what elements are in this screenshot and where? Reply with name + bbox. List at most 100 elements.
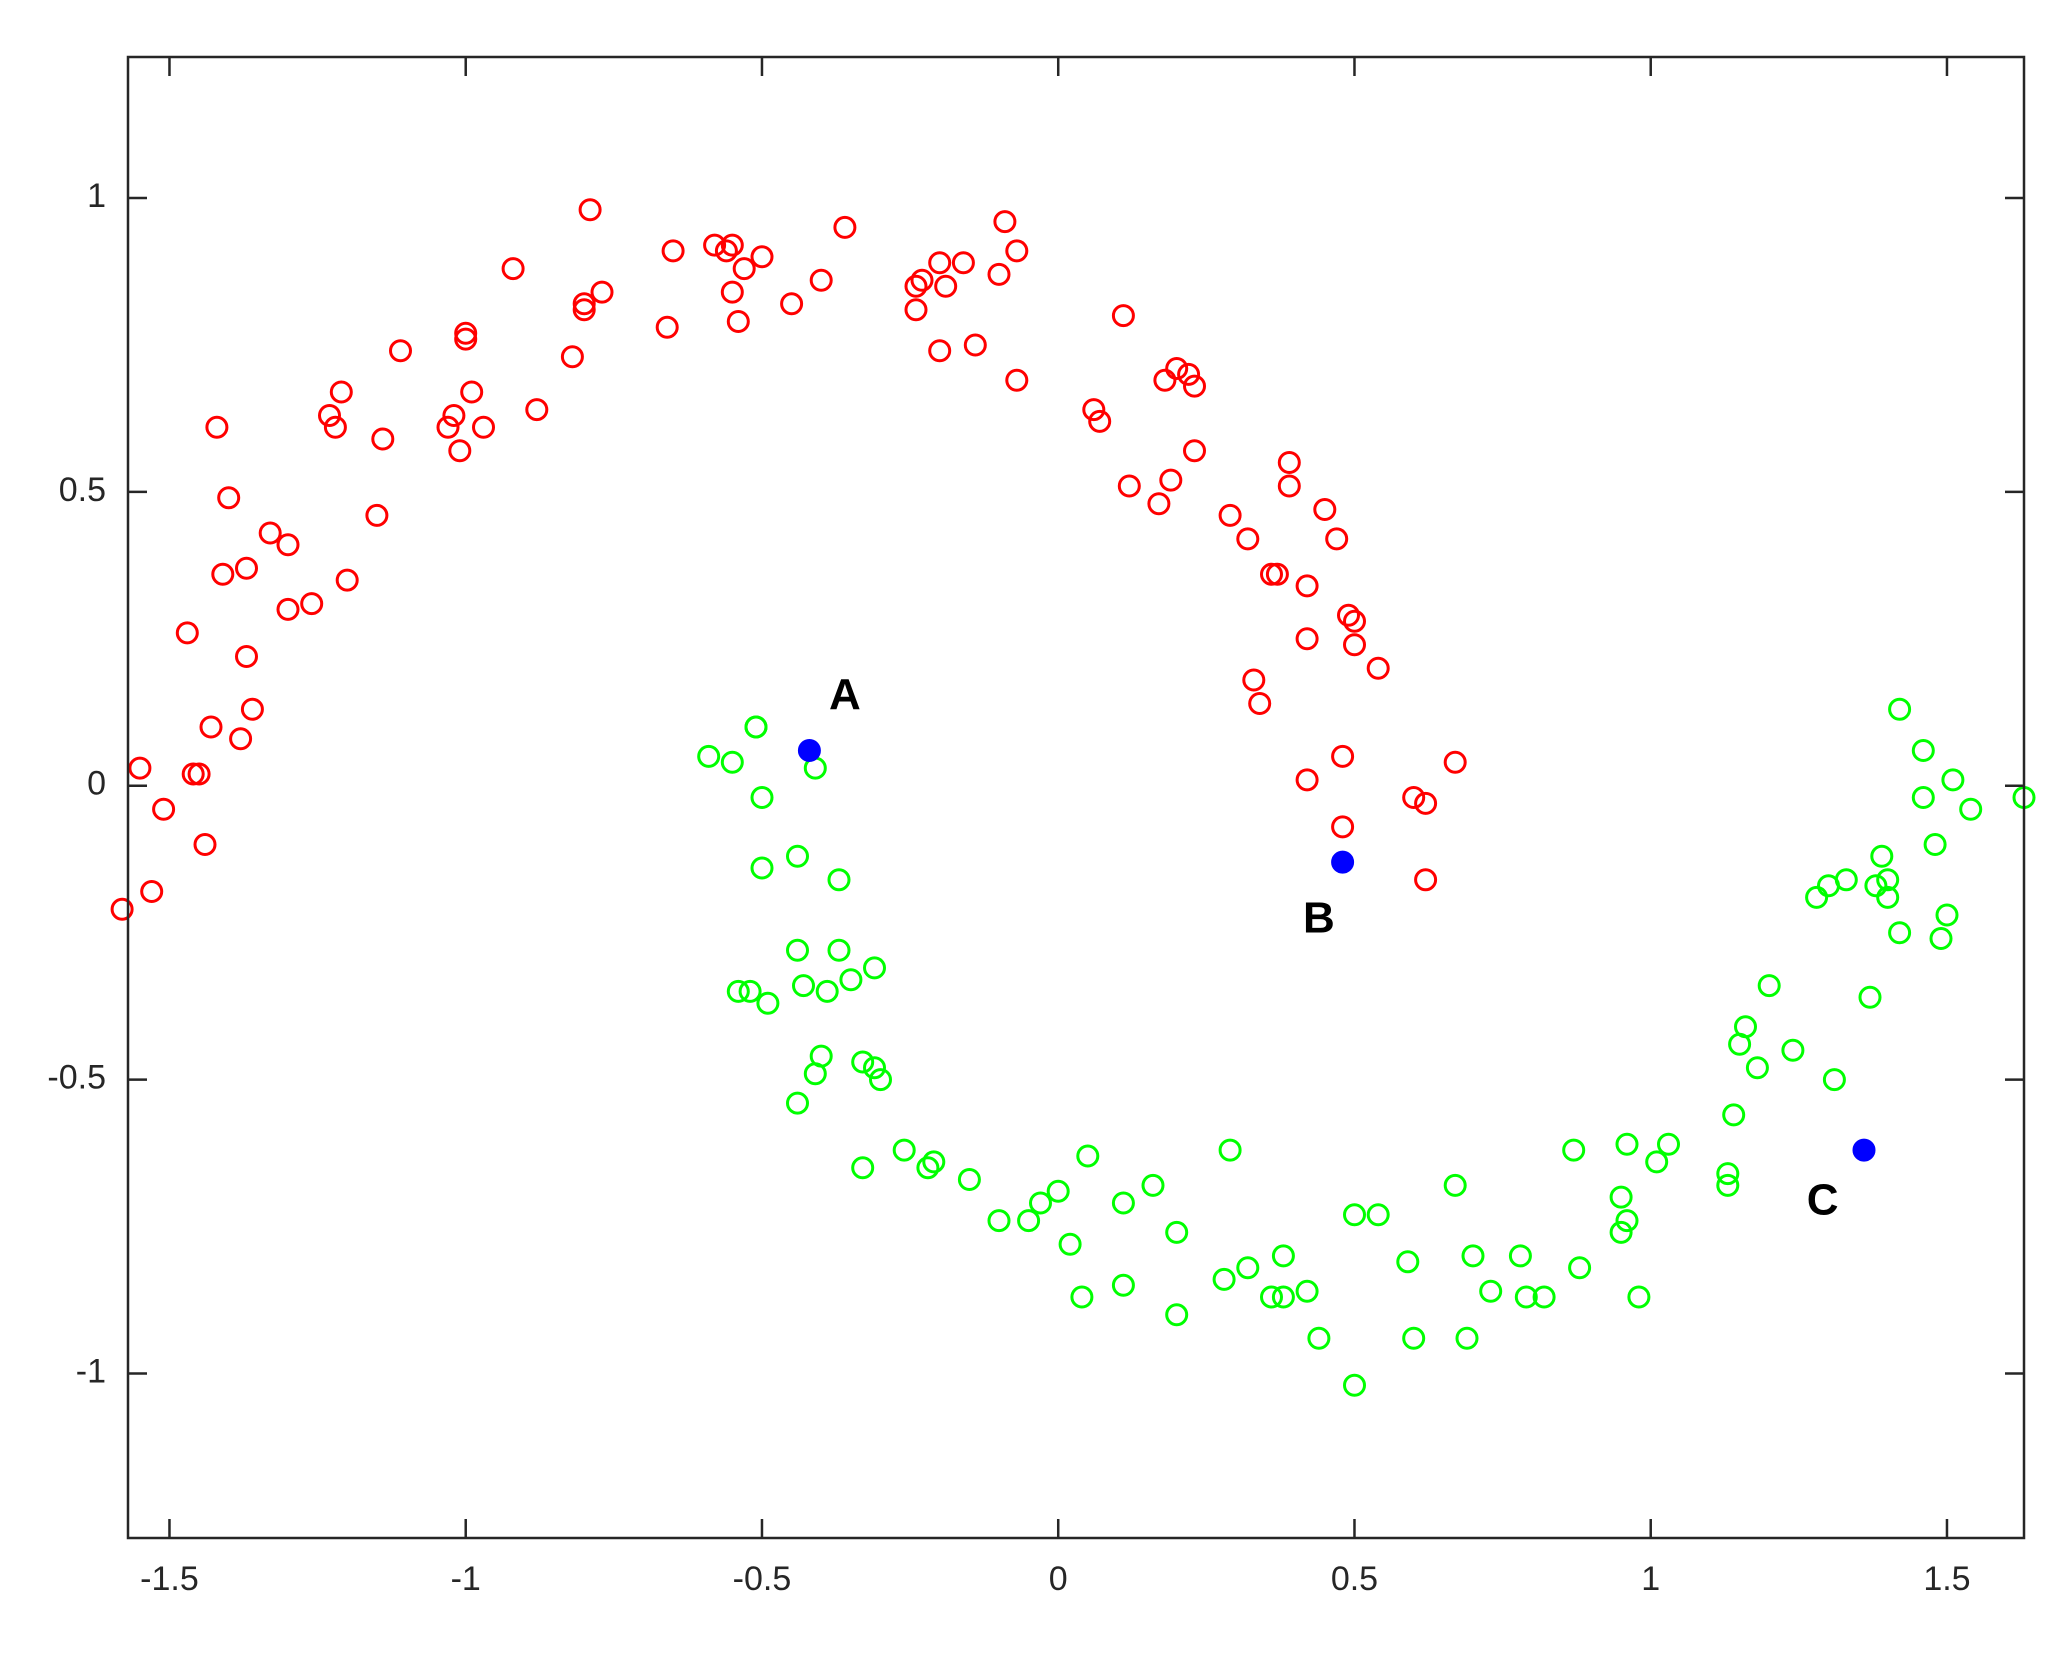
data-point <box>809 1044 833 1068</box>
data-point <box>389 339 412 363</box>
data-point <box>1183 374 1206 398</box>
data-point <box>661 239 685 263</box>
data-point <box>1366 1203 1390 1227</box>
data-point <box>714 239 738 263</box>
data-point <box>1627 1285 1651 1309</box>
data-point <box>1029 1191 1052 1215</box>
data-point <box>697 744 721 768</box>
data-point <box>815 979 839 1003</box>
data-point <box>1165 357 1189 380</box>
data-point <box>1260 1285 1283 1309</box>
x-tick-label: 1.5 <box>1923 1560 1970 1598</box>
data-points <box>110 198 2036 1397</box>
data-point <box>128 756 152 780</box>
data-point <box>235 645 258 668</box>
data-point <box>827 938 851 962</box>
data-point <box>1929 927 1953 950</box>
data-point <box>1082 398 1106 422</box>
data-point <box>1271 1244 1295 1268</box>
data-point <box>916 1156 940 1180</box>
data-point <box>442 404 466 427</box>
data-point <box>1212 1267 1236 1291</box>
data-point <box>1615 1132 1639 1156</box>
point-label-c: C <box>1807 1176 1839 1225</box>
data-point <box>1088 409 1112 433</box>
data-point <box>472 415 495 439</box>
y-tick-label: -1 <box>76 1352 106 1390</box>
x-tick-label: 1 <box>1641 1560 1660 1598</box>
data-point <box>1443 1173 1467 1197</box>
data-point <box>1822 1068 1846 1092</box>
series-0 <box>110 198 1467 921</box>
data-point <box>786 938 809 962</box>
data-point <box>1609 1220 1633 1244</box>
data-point <box>1870 844 1894 868</box>
data-point <box>300 592 324 616</box>
data-point <box>590 280 614 304</box>
data-point <box>1455 1326 1479 1350</box>
data-point <box>454 327 478 351</box>
data-point <box>1046 1179 1070 1203</box>
data-point <box>809 268 833 292</box>
data-point <box>1716 1173 1740 1197</box>
data-point <box>928 251 952 275</box>
data-point <box>1236 1256 1260 1280</box>
data-point <box>152 797 176 821</box>
data-point <box>1716 1162 1740 1186</box>
data-point <box>1402 786 1426 809</box>
data-point <box>732 257 756 281</box>
data-point <box>1277 451 1301 474</box>
data-point <box>738 979 762 1003</box>
data-point <box>892 1138 916 1162</box>
y-tick-label: -0.5 <box>47 1059 106 1097</box>
data-point <box>110 897 134 921</box>
data-point <box>1532 1285 1556 1309</box>
data-point <box>851 1050 875 1074</box>
data-point <box>1070 1285 1094 1309</box>
data-point <box>454 321 478 345</box>
data-point <box>833 215 857 239</box>
data-point <box>1017 1209 1041 1233</box>
data-point <box>1479 1279 1503 1303</box>
data-point <box>1414 868 1438 892</box>
data-point <box>928 339 952 363</box>
data-point <box>1888 921 1912 945</box>
data-point <box>1781 1038 1805 1062</box>
data-point <box>1734 1015 1757 1039</box>
data-point <box>572 292 596 316</box>
data-point <box>1461 1244 1485 1268</box>
highlight-point <box>1331 850 1355 874</box>
data-point <box>572 298 596 322</box>
data-point <box>1888 697 1912 721</box>
data-point <box>720 750 744 774</box>
data-point <box>1443 750 1467 774</box>
data-point <box>792 974 815 998</box>
x-tick-label: -1.5 <box>140 1560 199 1598</box>
data-point <box>750 245 774 269</box>
data-point <box>839 968 863 992</box>
data-point <box>578 198 602 222</box>
data-point <box>205 415 229 439</box>
data-point <box>1295 1279 1319 1303</box>
data-point <box>460 380 484 404</box>
data-point <box>1117 474 1141 498</box>
data-point <box>1147 492 1171 516</box>
data-point <box>1058 1232 1082 1256</box>
data-point <box>1165 1220 1189 1244</box>
data-point <box>276 533 300 557</box>
data-point <box>655 315 679 339</box>
data-point <box>1337 603 1360 627</box>
data-point <box>957 1168 981 1191</box>
data-point <box>1343 1373 1366 1397</box>
data-point <box>863 956 886 980</box>
highlight-point <box>797 739 821 762</box>
data-point <box>904 298 928 322</box>
data-point <box>323 415 347 439</box>
plot-background <box>128 57 2024 1538</box>
data-point <box>1414 791 1438 815</box>
data-point <box>827 868 851 892</box>
data-point <box>365 503 389 527</box>
data-point <box>1005 368 1029 392</box>
data-point <box>750 856 774 880</box>
